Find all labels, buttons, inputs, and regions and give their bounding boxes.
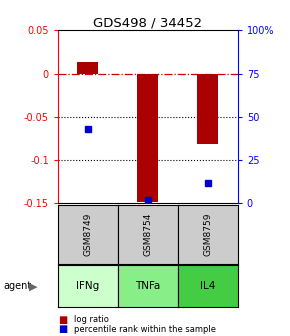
Text: ■: ■ [58,315,67,325]
Text: GSM8749: GSM8749 [84,213,93,256]
Title: GDS498 / 34452: GDS498 / 34452 [93,16,202,29]
Text: TNFa: TNFa [135,282,161,291]
Bar [77,62,99,74]
Text: ■: ■ [58,324,67,334]
Text: IFNg: IFNg [76,282,99,291]
Bar [197,74,218,144]
Text: agent: agent [3,282,31,291]
Bar [137,74,158,202]
Text: ▶: ▶ [29,282,38,291]
Text: percentile rank within the sample: percentile rank within the sample [74,325,216,334]
Text: GSM8759: GSM8759 [203,213,212,256]
Text: log ratio: log ratio [74,316,109,324]
Text: GSM8754: GSM8754 [143,213,153,256]
Text: IL4: IL4 [200,282,215,291]
